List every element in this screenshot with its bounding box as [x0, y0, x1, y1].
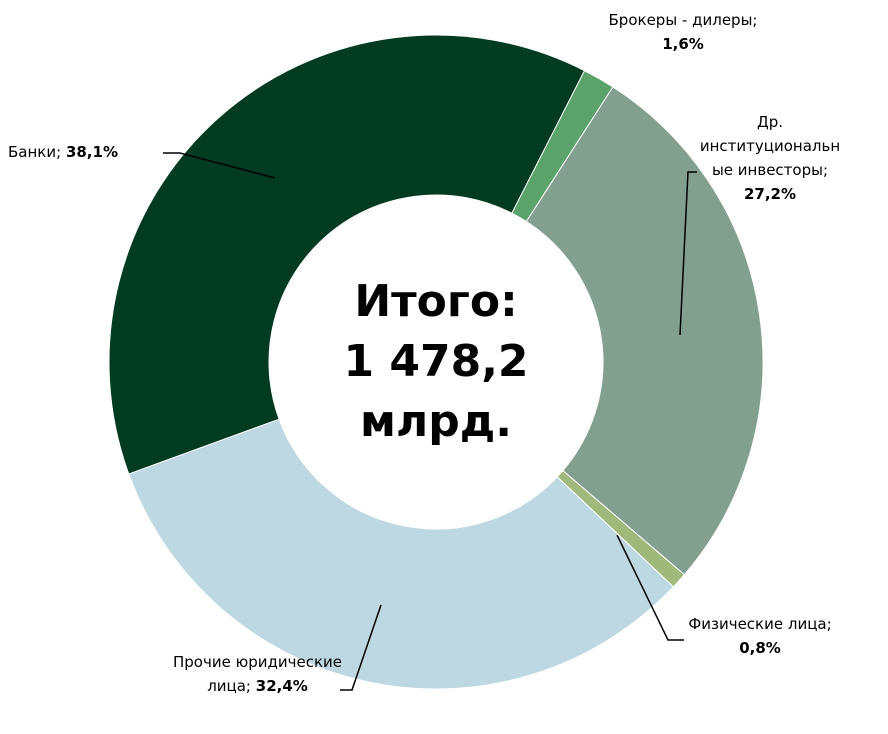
value-label: 1,6% — [662, 35, 704, 53]
leader-line — [163, 152, 276, 179]
leader-line — [616, 534, 684, 641]
wedge — [525, 86, 764, 576]
value-label: 38,1% — [65, 143, 118, 161]
slice-label: Брокеры - дилеры; 1,6% — [603, 8, 763, 56]
value-label: 0,8% — [739, 639, 781, 657]
value-label: 27,2% — [743, 185, 797, 203]
category-name: Банки; — [8, 143, 62, 161]
center-line: Итого: — [354, 276, 518, 327]
category-name: Др. институциональные инвесторы; — [699, 113, 841, 179]
center-line: 1 478,2 — [343, 336, 529, 387]
wedge — [128, 418, 675, 690]
wedge — [108, 34, 586, 475]
center-label: Итого: 1 478,2 млрд. — [286, 272, 586, 452]
slice-label: Физические лица; 0,8% — [680, 612, 840, 660]
slice-label: Банки; 38,1% — [8, 140, 168, 164]
leader-line — [679, 171, 697, 336]
center-line: млрд. — [360, 396, 512, 447]
value-label: 32,4% — [255, 677, 308, 695]
leader-line — [340, 604, 382, 691]
category-name: Физические лица; — [688, 615, 832, 633]
slice-label: Прочие юридические лица; 32,4% — [170, 650, 345, 698]
category-name: Прочие юридические лица; — [173, 653, 342, 695]
category-name: Брокеры - дилеры; — [608, 11, 758, 29]
slice-label: Др. институциональные инвесторы; 27,2% — [695, 110, 845, 206]
